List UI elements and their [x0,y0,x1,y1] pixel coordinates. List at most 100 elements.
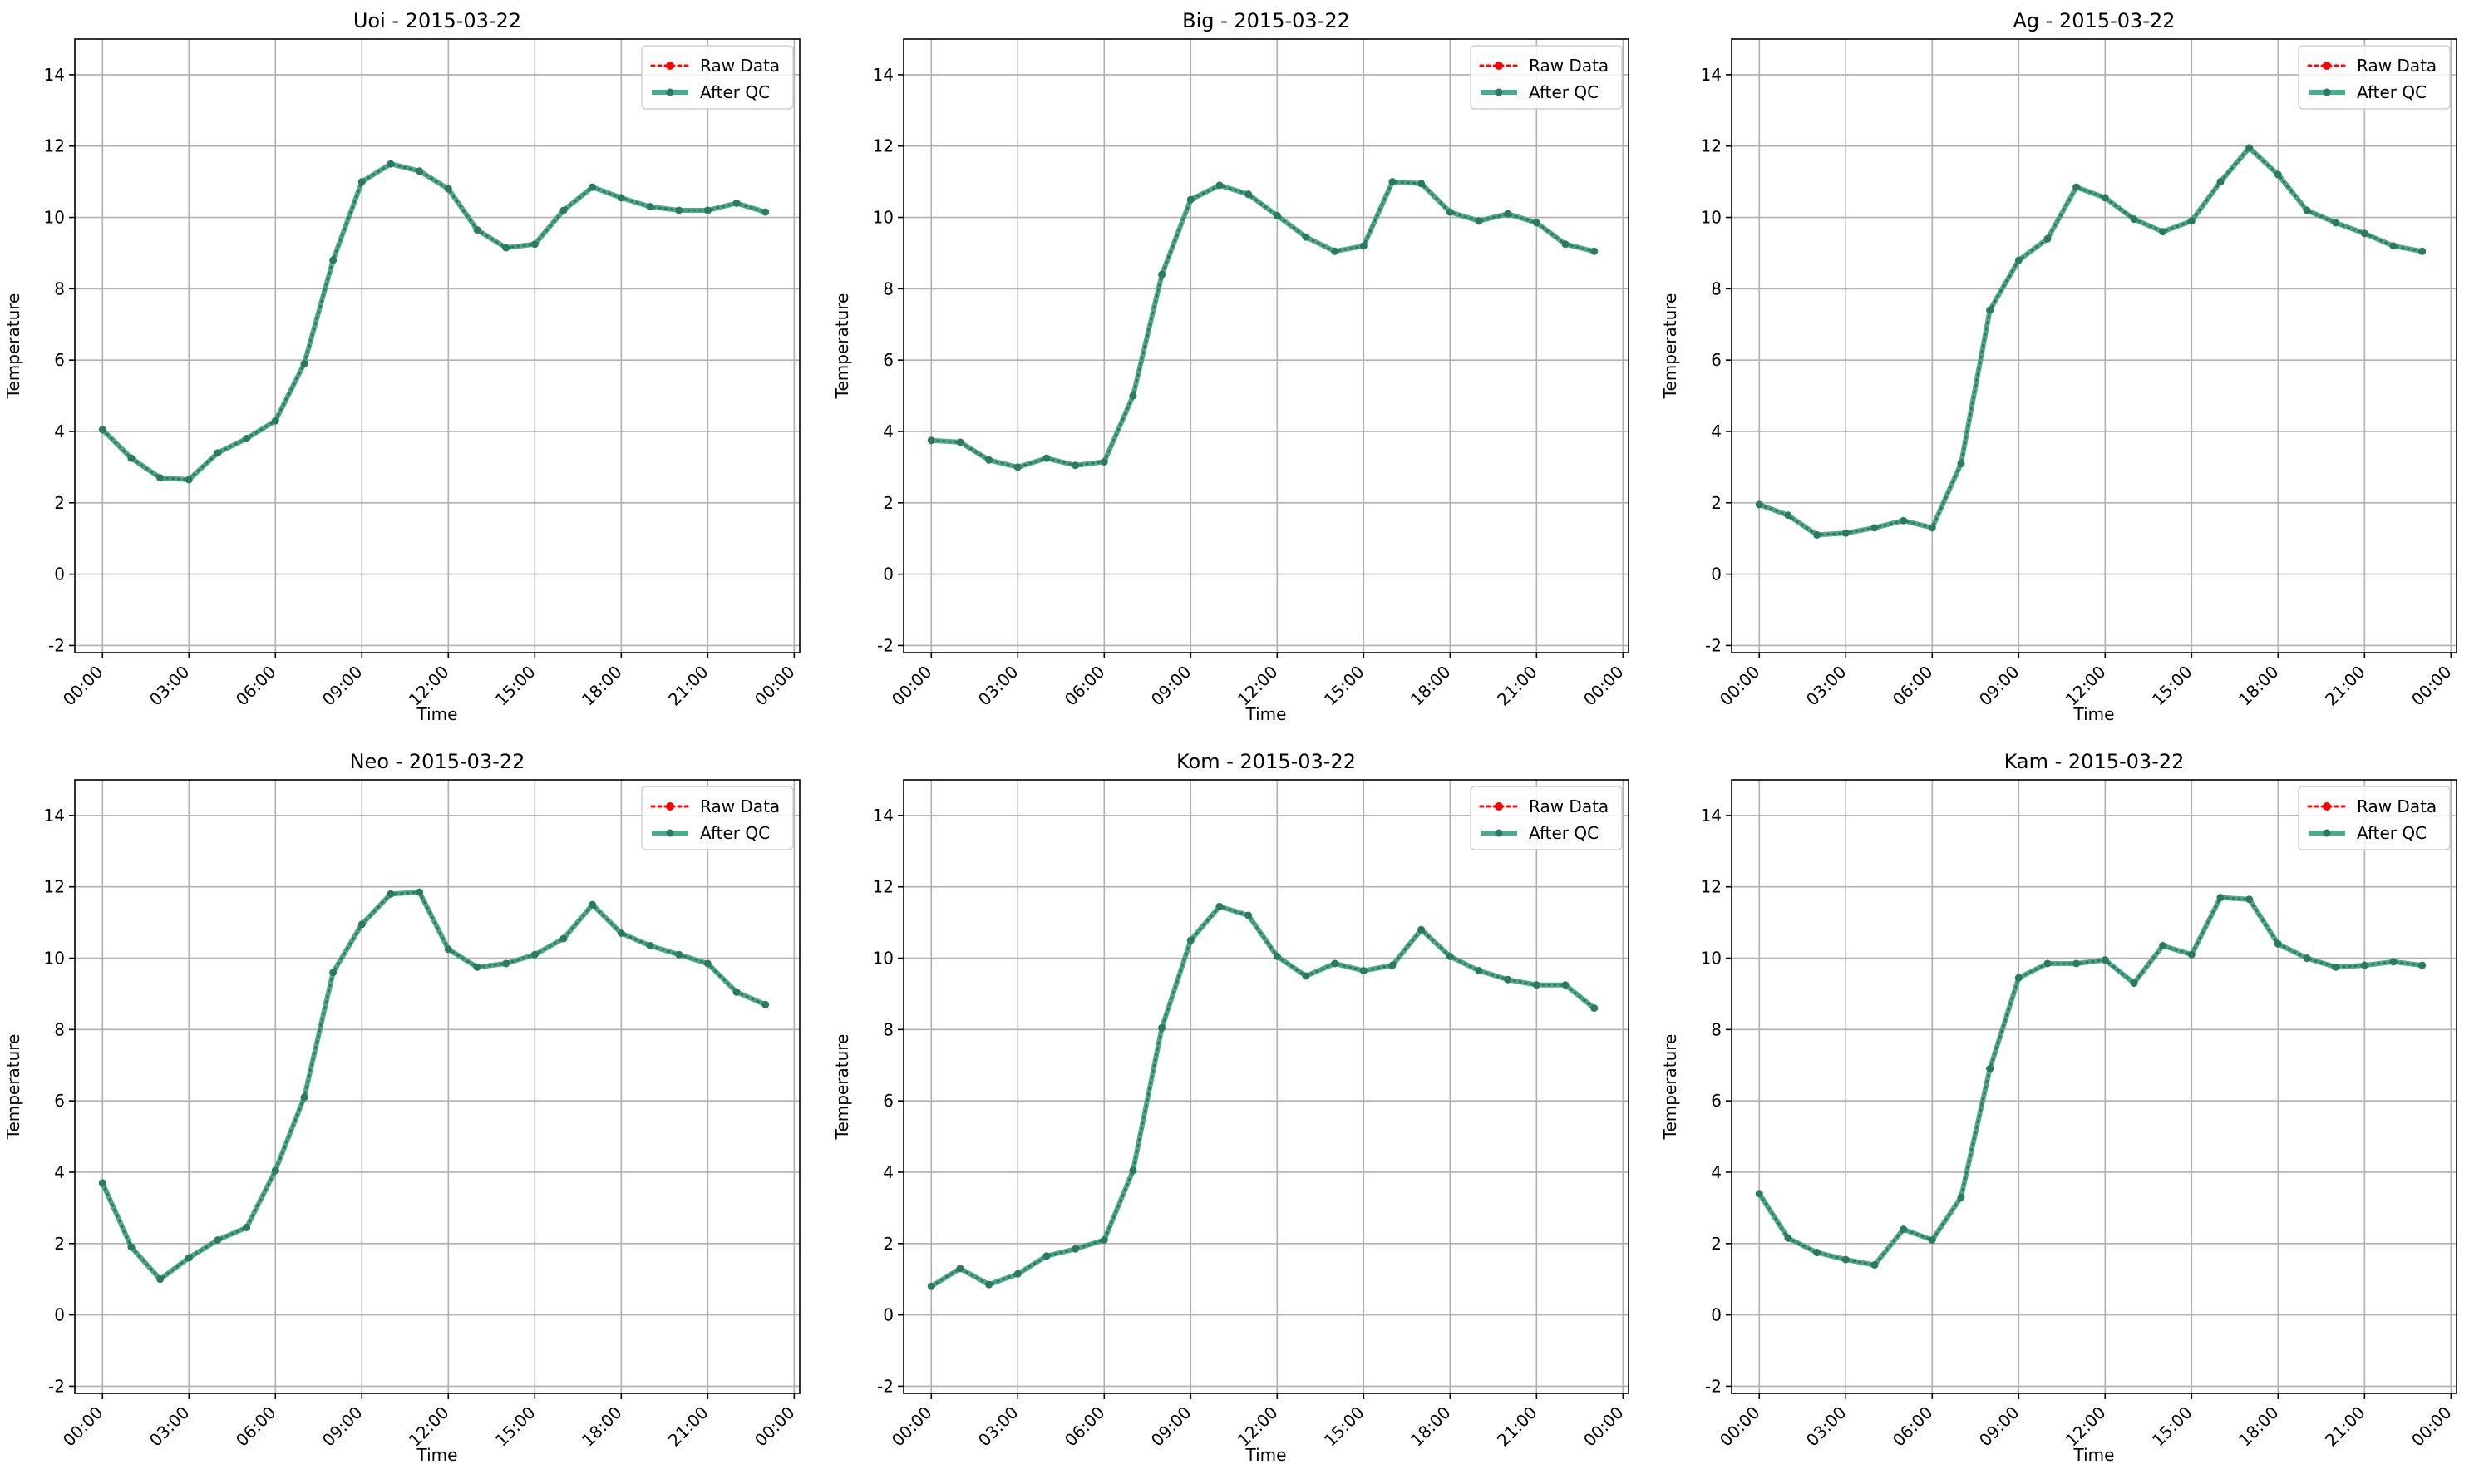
x-tick-label: 06:00 [1889,662,1937,710]
qc-point [1475,967,1483,975]
x-axis-label: Time [1245,1445,1287,1465]
y-tick-label: 10 [44,208,65,228]
y-tick-label: 0 [54,565,65,584]
qc-point [761,208,770,216]
series-raw-overlay [101,163,766,481]
qc-point [2389,958,2398,966]
qc-point [1841,1255,1850,1264]
qc-point [2274,170,2282,179]
series-qc-line [1757,895,2423,1268]
qc-point [214,449,222,457]
qc-point [1042,454,1051,462]
qc-point [1417,925,1426,934]
qc-point [1388,178,1397,186]
qc-point [1302,972,1310,980]
qc-point [1013,1270,1022,1278]
qc-point [1359,967,1368,975]
x-axis-label: Time [2073,704,2115,724]
qc-point [956,438,964,446]
y-tick-label: 0 [883,565,894,584]
y-tick-label: -2 [877,1376,894,1396]
x-tick-label: 15:00 [491,662,540,710]
x-tick-label: 00:00 [2408,662,2456,710]
x-axis-label: Time [416,704,458,724]
legend-qc-marker [1495,88,1503,96]
qc-point [1532,219,1540,227]
qc-point [1590,247,1599,255]
qc-point [617,194,625,202]
qc-point [1072,461,1080,470]
qc-point [1986,306,1994,314]
legend-raw-label: Raw Data [700,796,780,816]
legend-qc-label: After QC [2357,82,2427,102]
qc-point [675,950,683,959]
qc-point [2130,979,2138,988]
x-tick-label: 09:00 [318,1403,367,1451]
y-axis-label: Temperature [832,1034,852,1141]
qc-point [2389,242,2398,250]
x-tick-label: 03:00 [974,1403,1023,1451]
axes-frame [74,779,801,1394]
y-tick-label: 4 [883,422,894,441]
qc-point [1986,1065,1994,1073]
axes-frame [1731,38,2457,653]
legend-raw-label: Raw Data [2357,56,2437,76]
subplot-title: Uoi - 2015-03-22 [353,9,521,32]
legend-raw-marker [2323,62,2331,70]
qc-point [2418,961,2427,969]
y-tick-label: 6 [54,350,65,370]
x-tick-label: 00:00 [1716,1403,1764,1451]
y-tick-label: 4 [54,422,65,441]
y-tick-label: -2 [877,635,894,655]
y-tick-label: 10 [44,949,65,969]
qc-point [2216,178,2225,186]
qc-point [927,1282,935,1290]
qc-point [1359,242,1368,250]
y-tick-label: 14 [1701,806,1722,826]
y-tick-label: 8 [1711,279,1722,298]
qc-point [985,456,993,464]
legend-qc-marker [666,829,674,837]
qc-point [1870,1261,1879,1270]
y-tick-label: 10 [873,208,894,228]
x-tick-label: 00:00 [888,1403,936,1451]
subplot-title: Kom - 2015-03-22 [1176,750,1356,773]
y-tick-label: 6 [883,350,894,370]
qc-point [1302,233,1310,241]
qc-point [1870,524,1879,532]
qc-point [98,426,106,434]
y-tick-label: 14 [44,806,65,826]
qc-point [444,185,452,193]
x-tick-label: 18:00 [578,1403,626,1451]
x-tick-label: 18:00 [1407,1403,1455,1451]
y-tick-label: -2 [48,635,65,655]
legend: Raw Data After QC [641,45,794,110]
legend-raw-label: Raw Data [700,56,780,76]
qc-point [2043,959,2052,968]
qc-point [1186,195,1195,204]
qc-point [1957,1193,1965,1201]
series-raw-line [929,180,1596,469]
qc-point [1215,181,1224,190]
qc-point [589,183,597,191]
subplot-5: 00:00 03:00 06:00 09:00 12:00 15:00 18:00 21:00… [832,750,1629,1465]
qc-point [1273,211,1281,219]
qc-point [1475,217,1483,225]
series-raw-overlay [930,905,1595,1288]
legend: Raw Data After QC [2298,786,2451,850]
x-tick-label: 21:00 [2321,1403,2369,1451]
series-qc-line [100,890,766,1282]
qc-point [416,888,424,896]
y-tick-label: 2 [54,493,65,513]
x-tick-label: 03:00 [1802,662,1851,710]
subplot-6: 00:00 03:00 06:00 09:00 12:00 15:00 18:00 21:00… [1660,750,2457,1465]
qc-point [703,206,712,214]
qc-point [1784,1234,1792,1242]
y-tick-label: 6 [883,1091,894,1111]
y-tick-label: 14 [873,806,894,826]
qc-point [2274,939,2282,948]
qc-point [927,436,935,445]
x-tick-label: 00:00 [1580,1403,1628,1451]
qc-point [214,1236,222,1244]
